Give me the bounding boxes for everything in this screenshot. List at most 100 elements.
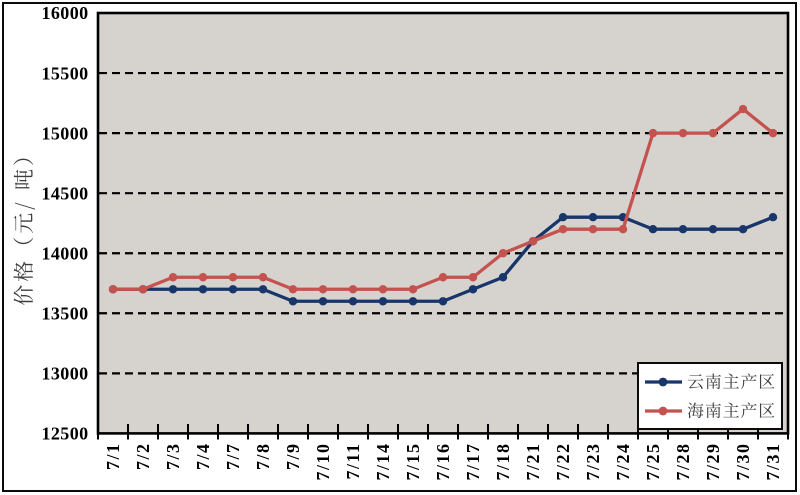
series-point <box>678 128 688 138</box>
series-point <box>258 273 268 282</box>
series-point <box>648 128 658 138</box>
x-axis-label: 7/3 <box>163 443 183 471</box>
series-point <box>468 273 478 282</box>
glyph <box>13 158 34 165</box>
series-point <box>588 212 598 222</box>
glyph <box>14 213 33 234</box>
glyph <box>759 402 775 418</box>
y-axis-label: 15500 <box>42 63 89 83</box>
series-point <box>438 273 448 282</box>
series-point <box>558 212 568 222</box>
x-axis-label: 7/29 <box>703 443 723 481</box>
x-axis-label: 7/28 <box>673 443 693 481</box>
glyph <box>13 285 33 306</box>
glyph <box>723 373 739 388</box>
x-axis-label: 7/24 <box>613 443 633 481</box>
series-point <box>228 285 238 294</box>
glyph <box>13 238 34 245</box>
series-point <box>198 273 208 282</box>
series-point <box>678 225 688 234</box>
series-point <box>318 285 328 294</box>
plot-border <box>96 11 790 435</box>
series-point <box>348 297 358 306</box>
legend-item-yunnan: 云南主产区 <box>645 372 781 392</box>
series-point <box>528 237 538 246</box>
series-point <box>468 285 478 294</box>
series-point <box>318 297 328 306</box>
x-axis-label: 7/10 <box>313 443 333 481</box>
x-axis-label: 7/25 <box>643 443 663 481</box>
series-point <box>498 249 508 258</box>
x-axis-label: 7/1 <box>103 443 123 471</box>
y-axis-label: 13000 <box>42 364 89 384</box>
glyph <box>13 261 33 282</box>
x-axis-label: 7/7 <box>223 443 243 471</box>
glyph <box>13 169 33 189</box>
series-point <box>288 285 298 294</box>
series-point <box>348 285 358 294</box>
glyph <box>705 401 722 418</box>
x-axis-label: 7/16 <box>433 443 453 481</box>
legend-label-hainan-glyphs <box>687 401 775 418</box>
series-point <box>648 225 658 234</box>
series-point <box>378 285 388 294</box>
series-point <box>708 128 718 138</box>
series-point <box>168 273 178 282</box>
series-point <box>558 225 568 234</box>
series-point <box>738 225 748 234</box>
x-axis-label: 7/23 <box>583 443 603 481</box>
x-axis-label: 7/22 <box>553 443 573 481</box>
series-point <box>258 285 268 294</box>
x-axis-label: 7/14 <box>373 443 393 481</box>
series-point <box>168 285 178 294</box>
legend-item-hainan: 海南主产区 <box>645 401 781 421</box>
glyph <box>705 372 722 389</box>
legend-label-yunnan-glyphs <box>687 372 775 389</box>
series-point <box>138 285 148 294</box>
glyph <box>759 373 775 389</box>
legend: 云南主产区 海南主产区 <box>637 362 783 430</box>
y-axis-label: 13500 <box>42 303 89 323</box>
x-axis-label: 7/31 <box>763 443 783 481</box>
series-point <box>618 225 628 234</box>
x-axis-label: 7/2 <box>133 443 153 471</box>
y-axis-label: 14500 <box>42 183 89 203</box>
series-point <box>198 285 208 294</box>
y-axis-label: 12500 <box>42 424 89 444</box>
series-point <box>408 285 418 294</box>
series-point <box>288 297 298 306</box>
y-axis-title: 价格（元/吨） <box>13 142 35 306</box>
series-point <box>108 285 118 294</box>
legend-marker-hainan <box>645 406 682 415</box>
y-axis-label: 14000 <box>42 243 89 263</box>
y-axis-title-glyphs <box>13 158 35 306</box>
legend-marker-yunnan <box>645 377 682 386</box>
glyph <box>723 402 739 417</box>
series-point <box>768 212 778 222</box>
x-axis-label: 7/30 <box>733 443 753 481</box>
glyph <box>687 402 704 418</box>
x-axis-label: 7/18 <box>493 443 513 481</box>
series-point <box>228 273 238 282</box>
series-point <box>738 104 748 114</box>
x-axis-label: 7/15 <box>403 443 423 481</box>
glyph <box>687 373 704 389</box>
series-point <box>768 128 778 138</box>
glyph <box>741 401 757 418</box>
x-axis-label: 7/9 <box>283 443 303 471</box>
x-axis-label: 7/21 <box>523 443 543 481</box>
legend-dot <box>658 377 668 386</box>
series-point <box>408 297 418 306</box>
series-point <box>378 297 388 306</box>
y-axis-label: 16000 <box>42 3 89 23</box>
glyph <box>15 202 35 210</box>
x-axis-label: 7/11 <box>343 443 363 480</box>
x-axis-label: 7/8 <box>253 443 273 471</box>
series-point <box>708 225 718 234</box>
y-axis-label: 15000 <box>42 123 89 143</box>
legend-dot <box>658 406 668 415</box>
series-point <box>588 225 598 234</box>
series-point <box>498 273 508 282</box>
